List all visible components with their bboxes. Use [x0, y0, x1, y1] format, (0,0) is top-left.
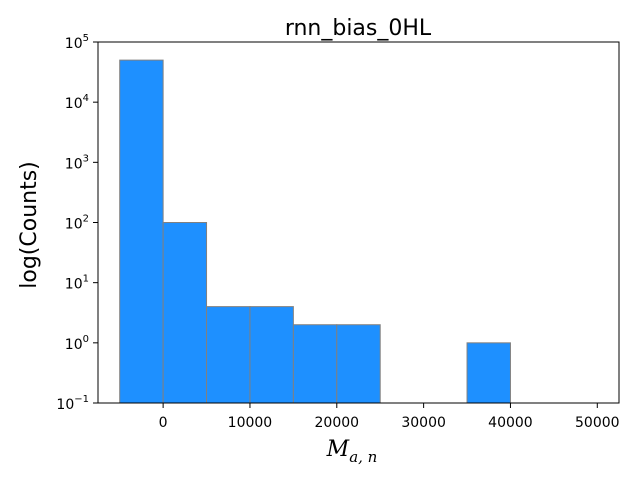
x-tick-label: 30000	[401, 415, 446, 431]
x-tick-label: 20000	[315, 415, 360, 431]
bars-group	[119, 59, 511, 404]
histogram-bar	[206, 306, 251, 404]
x-axis-ticks: 0 10000 20000 30000 40000 50000	[159, 403, 620, 431]
y-tick-label: 101	[65, 274, 89, 293]
y-tick-label: 100	[65, 334, 89, 353]
x-axis-label-main: M	[326, 437, 350, 462]
histogram-bar	[292, 324, 338, 404]
histogram-bar	[466, 342, 511, 404]
histogram-bar	[336, 324, 381, 404]
y-tick-label: 10−1	[56, 394, 89, 413]
x-tick-label: 0	[159, 415, 168, 431]
chart-title: rnn_bias_0HL	[285, 16, 432, 41]
y-axis-label: log(Counts)	[17, 161, 42, 289]
x-axis-label-subscript: a, n	[349, 448, 377, 466]
x-tick-label: 40000	[488, 415, 533, 431]
x-tick-label: 50000	[575, 415, 620, 431]
histogram-bar	[249, 306, 294, 404]
histogram-bar	[119, 59, 164, 404]
y-tick-label: 103	[65, 153, 89, 172]
y-axis-ticks: 10−1 100 101 102 103 104 105	[56, 33, 98, 413]
histogram-bar	[162, 222, 208, 404]
y-tick-label: 105	[65, 33, 89, 52]
x-axis-label: Ma, n	[326, 437, 378, 466]
y-tick-label: 104	[65, 93, 89, 112]
y-tick-label: 102	[65, 214, 89, 233]
x-tick-label: 10000	[228, 415, 273, 431]
